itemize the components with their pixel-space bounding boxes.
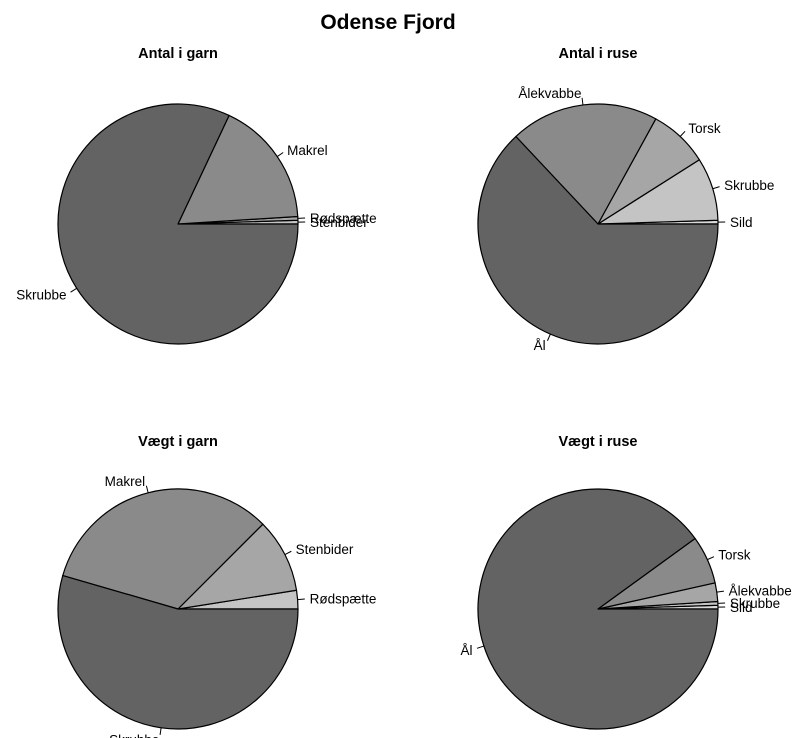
pie-slice-aal xyxy=(478,489,718,729)
label-tick xyxy=(160,728,161,735)
slice-label-sild: Sild xyxy=(730,215,753,230)
label-tick xyxy=(707,557,714,560)
label-tick xyxy=(713,187,720,189)
slice-label-aalekvabbe: Ålekvabbe xyxy=(729,583,792,598)
pie-panel-antal-i-ruse: Antal i ruse Sild Skrubbe Torsk Ålekvabbe Ål xyxy=(478,46,774,353)
label-tick xyxy=(680,131,685,136)
pie-panel-antal-i-garn: Antal i garnStenbiderRødspætteMakrelSkru… xyxy=(16,46,376,344)
label-tick xyxy=(547,334,550,341)
slice-label-skrubbe: Skrubbe xyxy=(16,288,66,303)
label-tick xyxy=(582,98,583,105)
panel-title: Vægt i ruse xyxy=(559,434,638,450)
slice-label-skrubbe: Skrubbe xyxy=(109,733,159,738)
slice-label-torsk: Torsk xyxy=(688,121,721,136)
pie-panels: Antal i garn Stenbider Rødspætte Makrel Skru… xyxy=(16,46,791,738)
slice-label-aalekvabbe: Ålekvabbe xyxy=(518,86,581,101)
slice-label-roedspaette: Rødspætte xyxy=(310,592,377,607)
slice-label-stenbider: Stenbider xyxy=(296,542,354,557)
label-tick xyxy=(477,646,484,648)
panel-title: Antal i garn xyxy=(138,46,218,62)
slice-label-makrel: Makrel xyxy=(287,143,328,158)
label-tick xyxy=(285,551,291,554)
slice-label-aal: Ål xyxy=(460,643,472,658)
label-tick xyxy=(146,486,148,493)
label-tick xyxy=(717,591,724,592)
label-tick xyxy=(298,599,305,600)
slice-label-torsk: Torsk xyxy=(718,548,751,563)
slice-label-aal: Ål xyxy=(534,338,546,353)
slice-label-roedspaette: Rødspætte xyxy=(310,211,377,226)
label-tick xyxy=(277,153,283,157)
pie-panel-vaegt-i-garn: Vægt i garn Rødspætte Stenbider Makrel Skrub… xyxy=(58,434,376,738)
slice-label-makrel: Makrel xyxy=(105,474,146,489)
panel-title: Antal i ruse xyxy=(559,46,638,62)
figure-title: Odense Fjord xyxy=(320,11,455,34)
label-tick xyxy=(71,288,77,292)
slice-label-skrubbe: Skrubbe xyxy=(724,178,774,193)
panel-title: Vægt i garn xyxy=(138,434,218,450)
